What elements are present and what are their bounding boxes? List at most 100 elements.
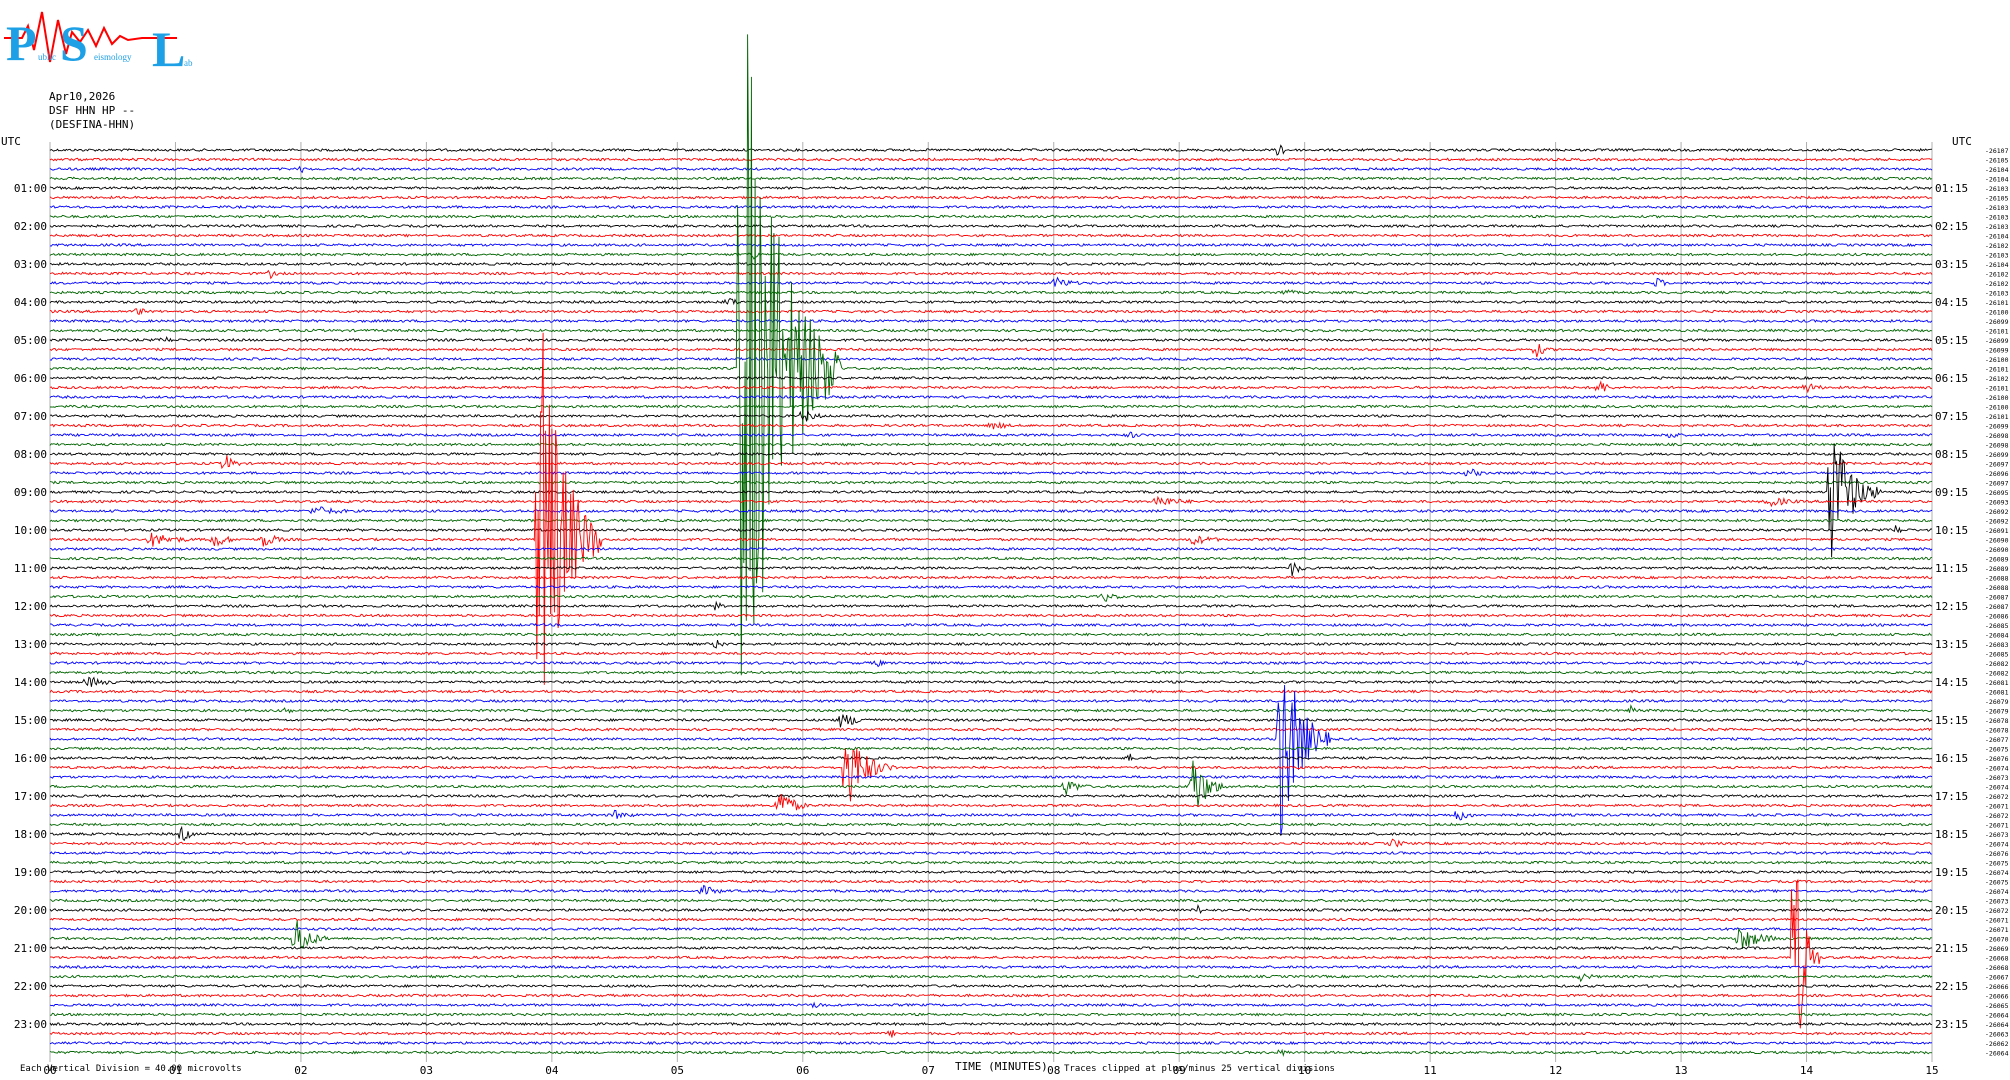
right-utc-label: UTC (1952, 135, 1972, 148)
row-count-label: -26093 (1985, 499, 2009, 507)
logo-word-eismology: eismology (94, 52, 132, 62)
seismic-trace-row (49, 659, 1933, 668)
left-hour-label: 13:00 (14, 638, 47, 651)
row-count-label: -26071 (1985, 803, 2009, 811)
seismic-trace-row (49, 176, 1933, 181)
row-count-label: -26101 (1985, 328, 2009, 336)
seismic-trace-row (50, 622, 1933, 628)
logo-seismogram-wave (4, 11, 177, 63)
row-count-label: -26078 (1985, 727, 2009, 735)
clip-note: Traces clipped at plus/minus 25 vertical… (1064, 1064, 1335, 1074)
seismic-trace-row (50, 546, 1933, 552)
seismic-trace-row (49, 593, 1933, 602)
seismic-trace-row (49, 676, 1933, 687)
row-count-label: -26100 (1985, 309, 2009, 317)
row-count-label: -26100 (1985, 394, 2009, 402)
seismic-trace-row (49, 651, 1933, 656)
seismic-trace-row (49, 926, 1933, 932)
left-hour-label: 15:00 (14, 714, 47, 727)
row-count-label: -26076 (1985, 755, 2009, 763)
left-hour-label: 07:00 (14, 410, 47, 423)
row-count-label: -26101 (1985, 385, 2009, 393)
row-count-label: -26085 (1985, 622, 2009, 630)
row-count-label: -26065 (1985, 1002, 2009, 1010)
seismic-trace-row (49, 698, 1933, 704)
seismic-trace-row (49, 332, 1933, 685)
logo-letter-s: S (60, 15, 88, 71)
seismic-trace-row (49, 242, 1933, 248)
row-count-label: -26066 (1985, 983, 2009, 991)
seismic-trace-row (49, 670, 1933, 675)
row-count-label: -26103 (1985, 223, 2009, 231)
row-count-label: -26071 (1985, 926, 2009, 934)
seismic-trace-row (49, 825, 1933, 842)
left-hour-label: 17:00 (14, 790, 47, 803)
seismic-trace-row (49, 575, 1933, 580)
seismic-trace-row (49, 760, 1933, 807)
seismic-trace-row (49, 860, 1933, 865)
row-count-label: -26087 (1985, 594, 2009, 602)
row-count-label: -26090 (1985, 537, 2009, 545)
right-hour-label: 19:15 (1935, 866, 1968, 879)
row-count-label: -26105 (1985, 157, 2009, 165)
row-count-label: -26064 (1985, 1050, 2009, 1058)
seismic-trace-row (49, 920, 1933, 950)
seismic-trace-row (49, 269, 1933, 280)
trace-rows (49, 34, 1933, 1058)
row-count-label: -26096 (1985, 470, 2009, 478)
seismic-trace-row (49, 822, 1933, 827)
right-hour-label: 12:15 (1935, 600, 1968, 613)
x-tick-label: 05 (671, 1064, 684, 1077)
row-count-label: -26091 (1985, 527, 2009, 535)
x-tick-label: 03 (420, 1064, 433, 1077)
row-count-label: -26103 (1985, 204, 2009, 212)
seismic-trace-row (49, 1001, 1933, 1009)
right-hour-label: 09:15 (1935, 486, 1968, 499)
seismic-trace-row (49, 898, 1933, 903)
row-count-label: -26069 (1985, 945, 2009, 953)
seismic-trace-row (49, 774, 1933, 780)
right-hour-label: 10:15 (1935, 524, 1968, 537)
row-count-label: -26099 (1985, 337, 2009, 345)
seismic-trace-row (49, 394, 1933, 400)
row-count-label: -26102 (1985, 280, 2009, 288)
seismic-trace-row (49, 704, 1933, 714)
row-count-label: -26104 (1985, 233, 2009, 241)
seismic-trace-row (49, 1048, 1933, 1058)
seismic-trace-row (49, 556, 1933, 561)
row-count-label: -26104 (1985, 166, 2009, 174)
seismic-trace-row (49, 584, 1933, 590)
row-count-label: -26078 (1985, 717, 2009, 725)
row-count-label: -26088 (1985, 575, 2009, 583)
right-hour-label: 15:15 (1935, 714, 1968, 727)
row-count-label: -26074 (1985, 869, 2009, 877)
left-hour-label: 14:00 (14, 676, 47, 689)
seismic-trace-row (49, 276, 1933, 287)
row-count-label: -26088 (1985, 584, 2009, 592)
seismic-trace-row (49, 185, 1933, 191)
seismic-trace-row (49, 518, 1933, 523)
right-hour-label: 06:15 (1935, 372, 1968, 385)
left-hour-label: 16:00 (14, 752, 47, 765)
row-count-label: -26107 (1985, 147, 2009, 155)
station-name: (DESFINA-HHN) (49, 118, 136, 131)
right-hour-label: 20:15 (1935, 904, 1968, 917)
right-hour-label: 13:15 (1935, 638, 1968, 651)
row-count-label: -26095 (1985, 489, 2009, 497)
row-count-label: -26100 (1985, 356, 2009, 364)
seismic-trace-row (49, 144, 1933, 156)
right-hour-label: 07:15 (1935, 410, 1968, 423)
row-count-label: -26071 (1985, 822, 2009, 830)
row-count-label: -26089 (1985, 556, 2009, 564)
seismic-trace-row (49, 993, 1933, 998)
seismic-trace-row (50, 878, 1933, 1029)
row-count-label: -26086 (1985, 613, 2009, 621)
seismic-trace-row (49, 308, 1933, 316)
x-tick-label: 10 (1298, 1064, 1311, 1077)
row-count-label: -26097 (1985, 480, 2009, 488)
left-hour-label: 19:00 (14, 866, 47, 879)
logo-word-ublic: ublic (38, 52, 56, 62)
right-hour-label: 22:15 (1935, 980, 1968, 993)
seismic-trace-row (49, 157, 1933, 162)
seismic-trace-row (49, 1040, 1933, 1046)
